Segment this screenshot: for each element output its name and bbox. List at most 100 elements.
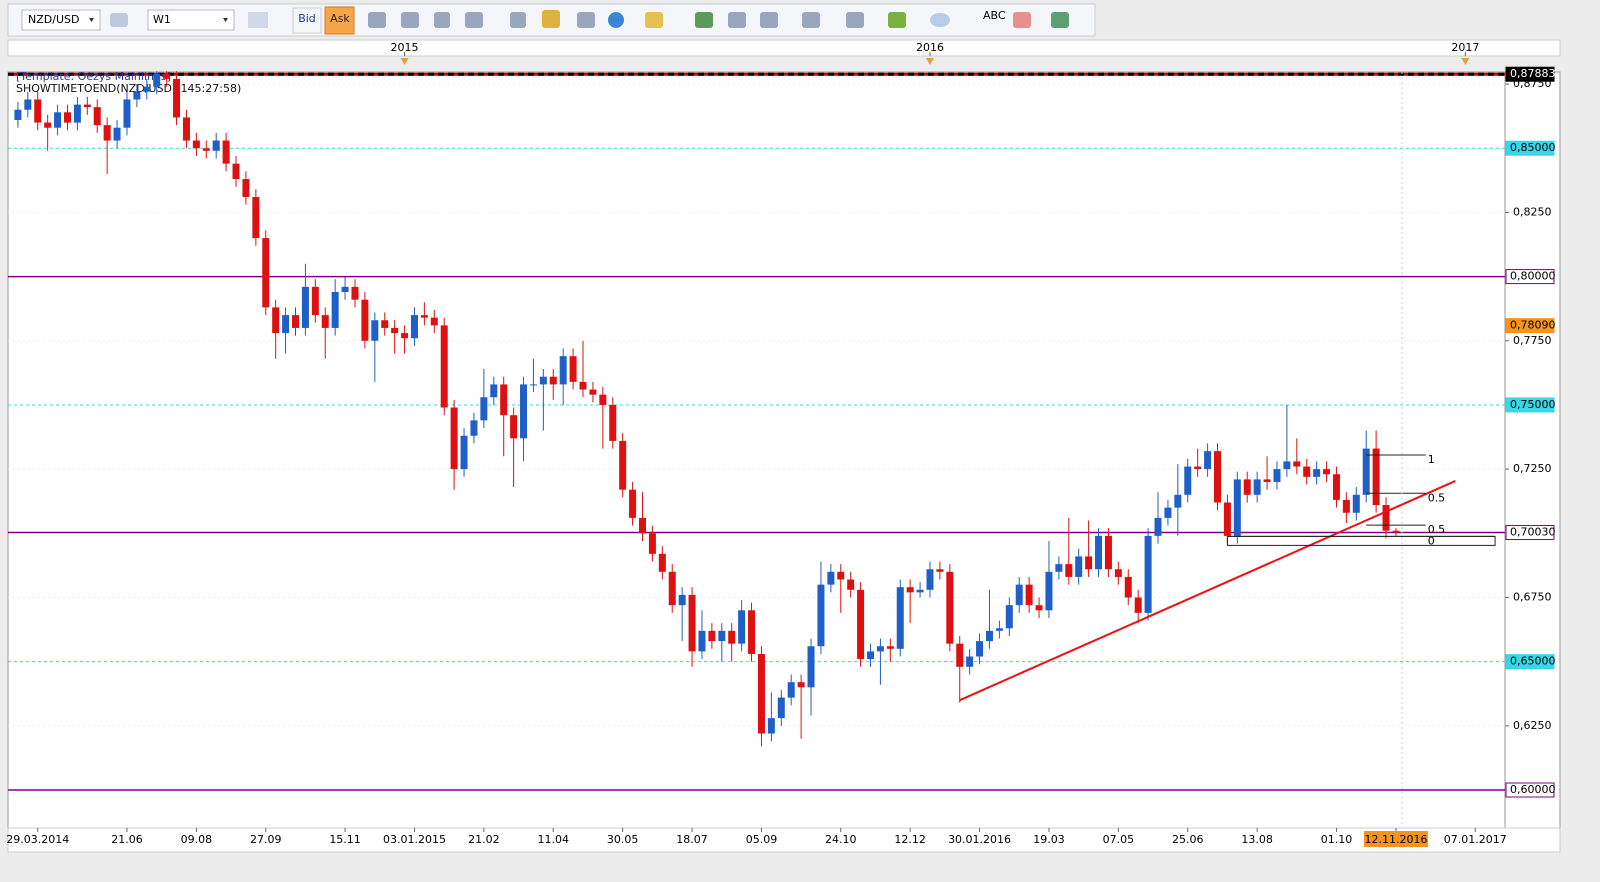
candle-body [936,569,944,572]
bid-button[interactable] [292,7,322,34]
icon[interactable] [248,12,268,28]
icon[interactable] [434,12,450,28]
candle-body [946,571,954,644]
candle-body [470,420,478,436]
icon[interactable] [728,12,746,28]
candle-body [1303,466,1311,477]
candle-body [1362,448,1370,495]
x-tick-label: 07.01.2017 [1444,833,1507,846]
symbol-select[interactable] [21,9,101,31]
timeframe-select[interactable] [147,9,235,31]
icon[interactable] [760,12,778,28]
candle-body [1313,469,1321,477]
candle-body [173,78,181,118]
candle-body [222,140,230,164]
y-tick-label: 0,8250 [1513,205,1552,218]
icon[interactable] [368,12,386,28]
icon[interactable] [846,12,864,28]
icon[interactable] [542,10,560,28]
level-label: 0,87883 [1510,67,1556,80]
candle-body [1045,571,1053,611]
candle-body [867,651,875,660]
candle-body [410,315,418,339]
level-label: 0,60000 [1510,783,1556,796]
year-label: 2015 [391,41,419,54]
candle-body [857,589,865,660]
candle-body [985,630,993,642]
icon[interactable] [608,12,624,28]
y-tick-label: 0,7750 [1513,334,1552,347]
level-label: 0,85000 [1510,141,1556,154]
candle-body [232,163,240,180]
x-tick-label: 09.08 [181,833,213,846]
candle-body [480,397,488,421]
year-axis [7,39,1561,57]
candle-body [1015,584,1023,606]
candle-body [559,356,567,385]
candle-body [1273,469,1281,482]
candle-body [797,682,805,688]
year-marker [925,58,934,65]
icon[interactable] [1051,12,1069,28]
candle-body [529,384,537,386]
candle-body [1114,569,1122,577]
candle-body [123,99,131,128]
candle-body [182,117,190,141]
candle-body [668,571,676,606]
x-tick-label: 24.10 [825,833,857,846]
x-tick-label: 30.01.2016 [948,833,1011,846]
candle-body [1253,479,1261,495]
x-tick-label: 12.12 [894,833,926,846]
text-tool[interactable]: ABC [983,9,1006,22]
indicator-label: SHOWTIMETOEND(NZD/USD)(145:27:58) [16,82,241,95]
icon[interactable] [465,12,483,28]
candle-body [995,628,1003,631]
candle-body [638,517,646,534]
icon[interactable] [802,12,820,28]
icon[interactable] [888,12,906,28]
y-tick-label: 0,6250 [1513,719,1552,732]
icon[interactable] [645,12,663,28]
candle-body [73,104,81,123]
candle-body [1204,451,1212,470]
x-tick-label: 11.04 [538,833,570,846]
icon[interactable] [110,13,128,27]
ask-button[interactable] [324,6,355,35]
timeframe: W1 [153,13,171,26]
fib-box [1226,535,1496,546]
icon[interactable] [401,12,419,28]
candle-body [1065,564,1073,577]
icon[interactable] [930,13,950,27]
icon[interactable] [1013,12,1031,28]
candle-body [916,589,924,593]
icon[interactable] [577,12,595,28]
candle-body [510,415,518,439]
icon[interactable] [695,12,713,28]
candle-body [450,407,458,470]
candle-body [331,291,339,328]
candle-body [708,630,716,642]
candle-body [500,384,508,416]
fib-label: 1 [1428,453,1435,466]
candle-body [103,125,111,141]
candle-body [1352,494,1360,513]
candle-body [282,315,290,334]
candle-body [926,569,934,590]
candle-body [629,489,637,518]
candle-body [837,571,845,580]
candle-body [827,571,835,585]
x-tick-label: 07.05 [1103,833,1135,846]
candle-body [599,394,607,405]
candle-body [371,320,379,341]
candle-body [886,646,894,649]
dropdown-arrow [89,18,94,22]
candle-body [728,630,736,644]
candle-body [1174,494,1182,508]
candle-body [83,104,91,108]
icon[interactable] [510,12,526,28]
candle-body [351,286,359,300]
candle-body [777,697,785,719]
candle-body [1223,502,1231,536]
level-label: 0,70030 [1510,526,1556,539]
year-marker [400,58,409,65]
